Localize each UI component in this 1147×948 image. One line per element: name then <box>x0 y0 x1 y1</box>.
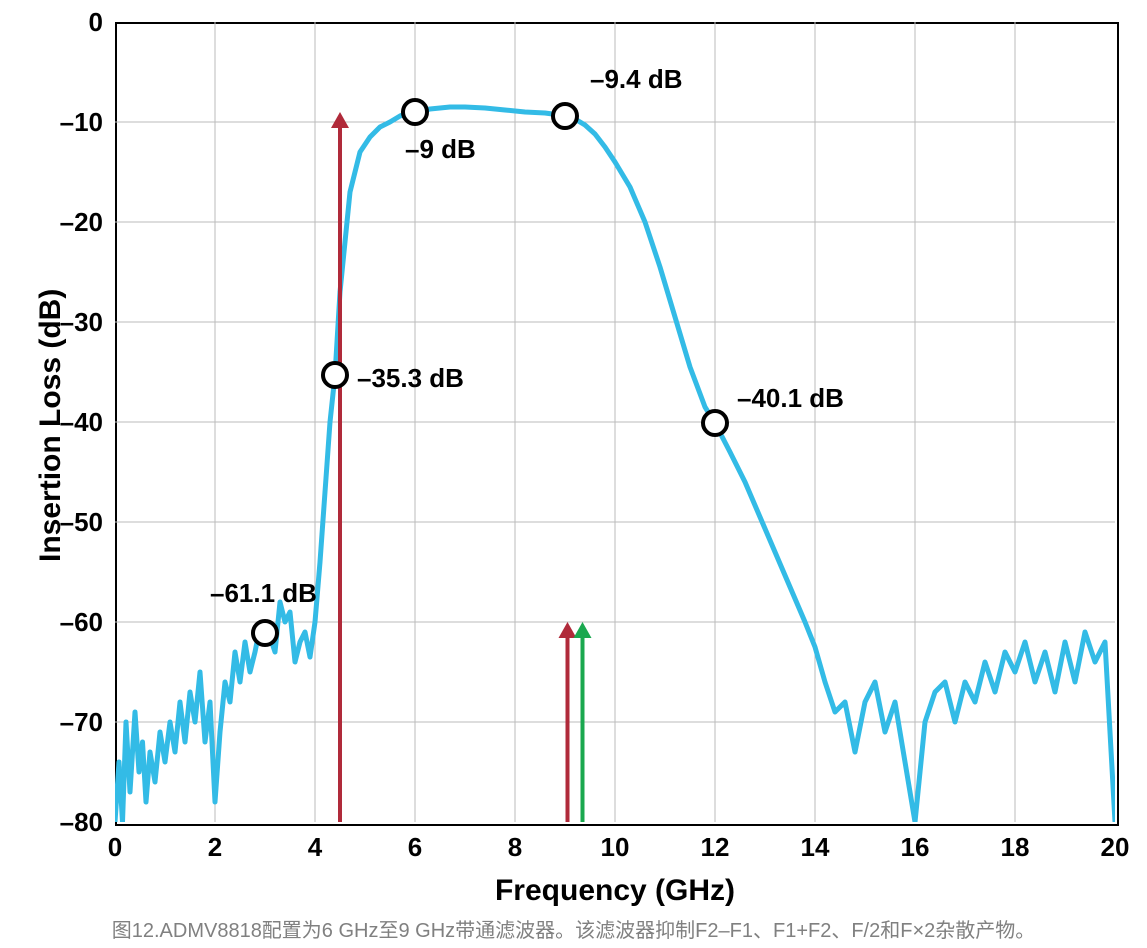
x-tick: 12 <box>695 832 735 863</box>
data-marker <box>701 409 729 437</box>
y-tick: –60 <box>60 607 103 638</box>
x-tick: 8 <box>495 832 535 863</box>
plot-svg <box>0 0 1147 948</box>
x-tick: 20 <box>1095 832 1135 863</box>
x-tick: 6 <box>395 832 435 863</box>
y-tick: –10 <box>60 107 103 138</box>
y-tick: –70 <box>60 707 103 738</box>
data-marker-label: –9 dB <box>405 134 476 165</box>
y-axis-label: Insertion Loss (dB) <box>34 289 68 562</box>
x-tick: 2 <box>195 832 235 863</box>
x-tick: 18 <box>995 832 1035 863</box>
marker-arrows <box>331 112 592 822</box>
y-tick: –80 <box>60 807 103 838</box>
data-marker-label: –35.3 dB <box>357 363 464 394</box>
x-tick: 4 <box>295 832 335 863</box>
y-tick: 0 <box>89 7 103 38</box>
figure-container: { "figure": { "type": "line", "backgroun… <box>0 0 1147 948</box>
x-tick: 14 <box>795 832 835 863</box>
grid-lines <box>115 22 1115 822</box>
data-marker <box>251 619 279 647</box>
y-tick: –20 <box>60 207 103 238</box>
data-marker-label: –9.4 dB <box>590 64 683 95</box>
data-marker <box>321 361 349 389</box>
x-tick: 16 <box>895 832 935 863</box>
x-axis-label: Frequency (GHz) <box>115 874 1115 908</box>
figure-caption: 图12.ADMV8818配置为6 GHz至9 GHz带通滤波器。该滤波器抑制F2… <box>0 914 1147 943</box>
data-marker <box>401 98 429 126</box>
data-marker-label: –61.1 dB <box>210 578 317 609</box>
data-marker-label: –40.1 dB <box>737 383 844 414</box>
x-tick: 10 <box>595 832 635 863</box>
data-marker <box>551 102 579 130</box>
